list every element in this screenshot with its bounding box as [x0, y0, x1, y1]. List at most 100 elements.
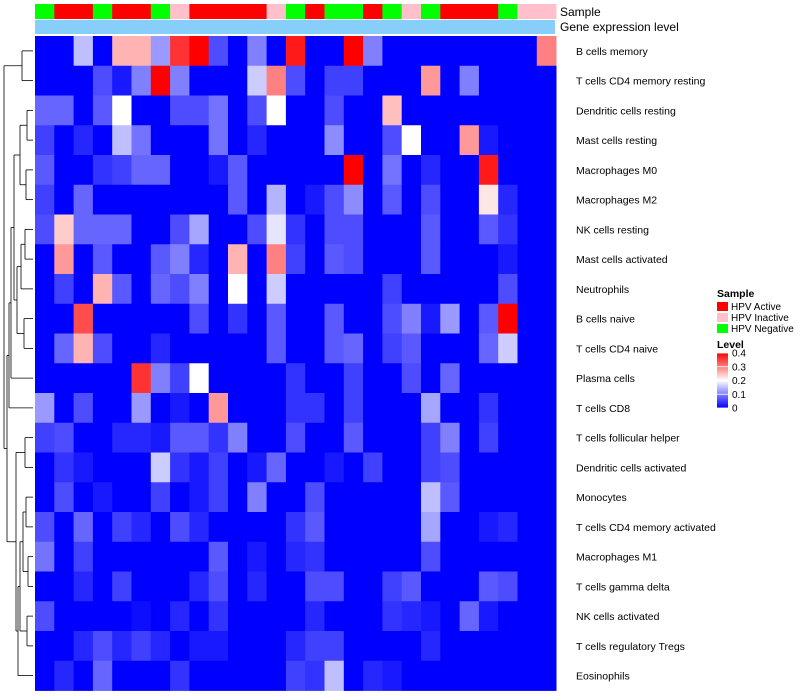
heatmap-cell: [440, 333, 460, 364]
heatmap-cell: [401, 422, 422, 453]
heatmap-cell: [421, 244, 441, 275]
sample-annotation-bar: [35, 4, 557, 19]
heatmap-cell: [189, 155, 210, 186]
heatmap-cell: [363, 512, 383, 543]
heatmap-cell: [459, 125, 480, 156]
heatmap-cell: [536, 155, 557, 186]
heatmap-cell: [73, 393, 94, 424]
heatmap-cell: [401, 512, 422, 543]
heatmap-cell: [208, 393, 229, 424]
heatmap-cell: [73, 214, 94, 245]
heatmap-cell: [170, 601, 190, 632]
heatmap-cell: [92, 660, 113, 691]
heatmap-cell: [189, 393, 210, 424]
heatmap-cell: [536, 95, 557, 126]
heatmap-cell: [247, 125, 267, 156]
heatmap-cell: [401, 36, 422, 67]
heatmap-cell: [131, 452, 152, 483]
heatmap-cell: [440, 125, 460, 156]
heatmap-cell: [382, 393, 403, 424]
heatmap-cell: [189, 184, 210, 215]
heatmap-cell: [459, 482, 480, 513]
heatmap-cell: [305, 393, 325, 424]
heatmap-cell: [208, 274, 229, 305]
heatmap-cell: [343, 125, 364, 156]
heatmap-cell: [382, 125, 403, 156]
heatmap-cell: [208, 601, 229, 632]
heatmap-cell: [208, 303, 229, 334]
heatmap-cell: [208, 95, 229, 126]
heatmap-cell: [150, 333, 171, 364]
heatmap-cell: [54, 482, 74, 513]
heatmap-cell: [324, 541, 345, 572]
expression-annotation-label: Gene expression level: [560, 20, 679, 34]
heatmap-cell: [189, 660, 210, 691]
heatmap-cell: [35, 631, 55, 662]
heatmap-cell: [112, 184, 132, 215]
heatmap-cell: [382, 155, 403, 186]
heatmap-cell: [73, 184, 94, 215]
heatmap-cell: [498, 184, 518, 215]
heatmap-cell: [421, 155, 441, 186]
heatmap-cell: [228, 95, 248, 126]
heatmap-cell: [305, 65, 325, 96]
heatmap-cell: [440, 274, 460, 305]
heatmap-cell: [92, 512, 113, 543]
sample-annotation-cell: [305, 4, 325, 19]
heatmap-cell: [324, 155, 345, 186]
heatmap-cell: [228, 541, 248, 572]
heatmap-cell: [285, 393, 306, 424]
heatmap-cell: [35, 36, 55, 67]
heatmap-cell: [363, 452, 383, 483]
heatmap-cell: [131, 333, 152, 364]
row-label: Dendritic cells resting: [576, 105, 676, 117]
row-label: B cells naive: [576, 314, 635, 326]
heatmap-cell: [305, 155, 325, 186]
sample-annotation-cell: [478, 4, 499, 19]
row-label: T cells gamma delta: [576, 581, 670, 593]
heatmap-cell: [536, 571, 557, 602]
heatmap-cell: [150, 303, 171, 334]
heatmap-cell: [189, 631, 210, 662]
heatmap-cell: [54, 363, 74, 394]
heatmap-cell: [228, 393, 248, 424]
heatmap-cell: [228, 303, 248, 334]
heatmap-cell: [170, 660, 190, 691]
heatmap-cell: [363, 303, 383, 334]
heatmap-cell: [305, 95, 325, 126]
heatmap-cell: [54, 65, 74, 96]
heatmap-cell: [170, 363, 190, 394]
heatmap-cell: [498, 631, 518, 662]
heatmap-cell: [382, 95, 403, 126]
heatmap-cell: [498, 363, 518, 394]
heatmap-cell: [421, 95, 441, 126]
heatmap-cell: [459, 184, 480, 215]
heatmap-cell: [440, 541, 460, 572]
heatmap-cell: [440, 65, 460, 96]
heatmap-cell: [208, 155, 229, 186]
heatmap-cell: [247, 184, 267, 215]
row-label: T cells CD4 memory activated: [576, 522, 716, 534]
heatmap-cell: [459, 660, 480, 691]
heatmap-cell: [421, 333, 441, 364]
heatmap-cell: [228, 422, 248, 453]
row-label: Mast cells resting: [576, 135, 657, 147]
heatmap-cell: [459, 571, 480, 602]
heatmap-cell: [382, 452, 403, 483]
sample-annotation-cell: [35, 4, 55, 19]
heatmap-cell: [498, 512, 518, 543]
heatmap-cell: [112, 482, 132, 513]
heatmap-cell: [247, 244, 267, 275]
heatmap-cell: [150, 571, 171, 602]
heatmap-cell: [478, 214, 499, 245]
heatmap-cell: [92, 155, 113, 186]
heatmap-cell: [498, 214, 518, 245]
heatmap-cell: [305, 601, 325, 632]
heatmap-cell: [285, 452, 306, 483]
heatmap-cell: [228, 65, 248, 96]
sample-annotation-cell: [517, 4, 538, 19]
heatmap-cell: [478, 512, 499, 543]
heatmap-cell: [247, 541, 267, 572]
heatmap-cell: [131, 482, 152, 513]
heatmap-cell: [170, 36, 190, 67]
